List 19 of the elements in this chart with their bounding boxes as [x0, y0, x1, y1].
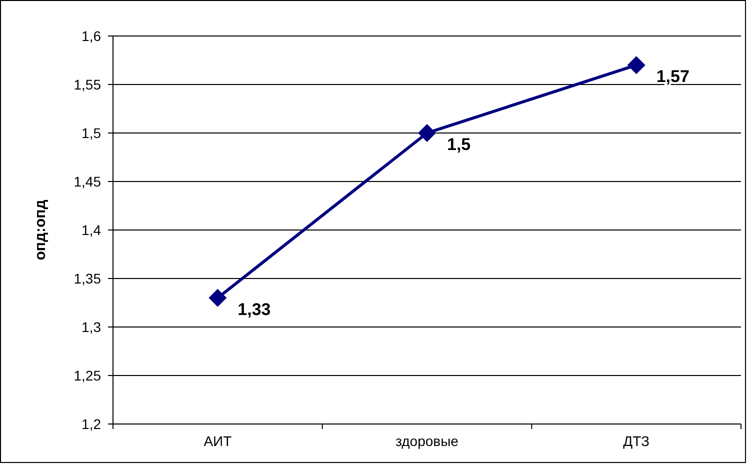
- y-tick-label: 1,25: [74, 367, 102, 384]
- y-tick-label: 1,2: [82, 416, 102, 432]
- y-tick-label: 1,35: [74, 270, 102, 286]
- y-tick-label: 1,55: [74, 76, 102, 92]
- y-tick-label: 1,45: [74, 173, 102, 190]
- text: 1,33: [238, 300, 271, 319]
- y-tick-label: 1,3: [82, 318, 102, 335]
- x-tick-label: ДТЗ: [623, 433, 650, 449]
- x-tick-label: АИТ: [204, 433, 232, 449]
- y-axis-title: опд:опд: [32, 199, 49, 260]
- point: [208, 288, 227, 307]
- point: [627, 56, 646, 74]
- y-tick-label: 1,6: [82, 28, 102, 44]
- text: 1,5: [447, 135, 471, 154]
- text: 1,57: [656, 67, 690, 86]
- y-tick-label: 1,4: [82, 222, 102, 238]
- y-tick-label: 1,5: [82, 124, 102, 141]
- x-tick-label: здоровые: [396, 433, 459, 449]
- point: [418, 124, 436, 142]
